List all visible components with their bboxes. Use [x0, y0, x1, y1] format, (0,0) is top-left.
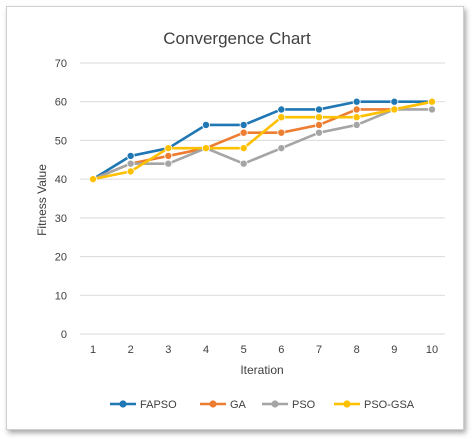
y-tick-label: 70 — [55, 58, 67, 70]
data-point — [126, 167, 135, 176]
series-pso-gsa — [89, 97, 436, 184]
data-point — [314, 105, 323, 114]
y-tick-label: 0 — [61, 329, 67, 341]
data-point — [352, 120, 361, 129]
series-line — [92, 100, 432, 181]
data-point — [390, 105, 399, 114]
data-point — [239, 144, 248, 153]
data-point — [352, 97, 361, 106]
data-point — [164, 151, 173, 160]
data-point — [239, 128, 248, 137]
x-tick-label: 4 — [203, 344, 209, 356]
x-tick-labels: 1 2 3 4 5 6 7 8 9 10 — [90, 344, 438, 356]
data-point — [277, 105, 286, 114]
data-point — [314, 128, 323, 137]
x-tick-label: 3 — [165, 344, 171, 356]
data-point — [164, 144, 173, 153]
data-point — [239, 120, 248, 129]
legend-item: GA — [200, 399, 247, 411]
series-line — [92, 108, 432, 181]
data-point — [352, 113, 361, 122]
legend-swatch-marker — [209, 400, 217, 408]
data-point — [390, 97, 399, 106]
x-axis-label: Iteration — [240, 363, 283, 377]
gridlines — [80, 62, 445, 335]
legend-swatch-marker — [271, 400, 279, 408]
data-point — [314, 120, 323, 129]
y-tick-label: 10 — [55, 290, 67, 302]
x-tick-label: 9 — [391, 344, 397, 356]
data-point — [427, 105, 436, 114]
data-point — [201, 120, 210, 129]
y-tick-label: 20 — [55, 252, 67, 264]
series-line — [92, 100, 433, 181]
y-tick-labels: 0 10 20 30 40 50 60 70 — [55, 58, 67, 341]
data-point — [126, 151, 135, 160]
y-tick-label: 50 — [55, 135, 67, 147]
x-tick-label: 6 — [278, 344, 284, 356]
data-point — [314, 113, 323, 122]
x-tick-label: 7 — [316, 344, 322, 356]
y-axis-label: Fitness Value — [35, 164, 49, 236]
y-tick-label: 30 — [55, 213, 67, 225]
x-tick-label: 1 — [90, 344, 96, 356]
y-tick-label: 40 — [55, 174, 67, 186]
data-point — [239, 159, 248, 168]
legend-item: FAPSO — [110, 399, 177, 411]
data-point — [201, 144, 210, 153]
chart-title: Convergence Chart — [163, 29, 311, 48]
legend-label: FAPSO — [140, 399, 177, 411]
legend-label: PSO — [292, 399, 316, 411]
x-tick-label: 2 — [128, 344, 134, 356]
data-point — [427, 97, 436, 106]
legend-swatch-marker — [119, 400, 127, 408]
x-tick-label: 8 — [354, 344, 360, 356]
data-point — [164, 159, 173, 168]
series-lines — [89, 97, 436, 184]
data-point — [277, 128, 286, 137]
data-point — [352, 105, 361, 114]
legend-label: PSO-GSA — [364, 399, 415, 411]
x-tick-label: 5 — [241, 344, 247, 356]
legend-item: PSO — [262, 399, 316, 411]
x-tick-label: 10 — [426, 344, 438, 356]
data-point — [126, 159, 135, 168]
data-point — [89, 175, 98, 184]
data-point — [277, 144, 286, 153]
data-point — [277, 113, 286, 122]
legend-swatch-marker — [343, 400, 351, 408]
legend-item: PSO-GSA — [334, 399, 415, 411]
legend: FAPSO GA PSO PSO-GSA — [110, 399, 415, 411]
y-tick-label: 60 — [55, 97, 67, 109]
legend-label: GA — [230, 399, 247, 411]
